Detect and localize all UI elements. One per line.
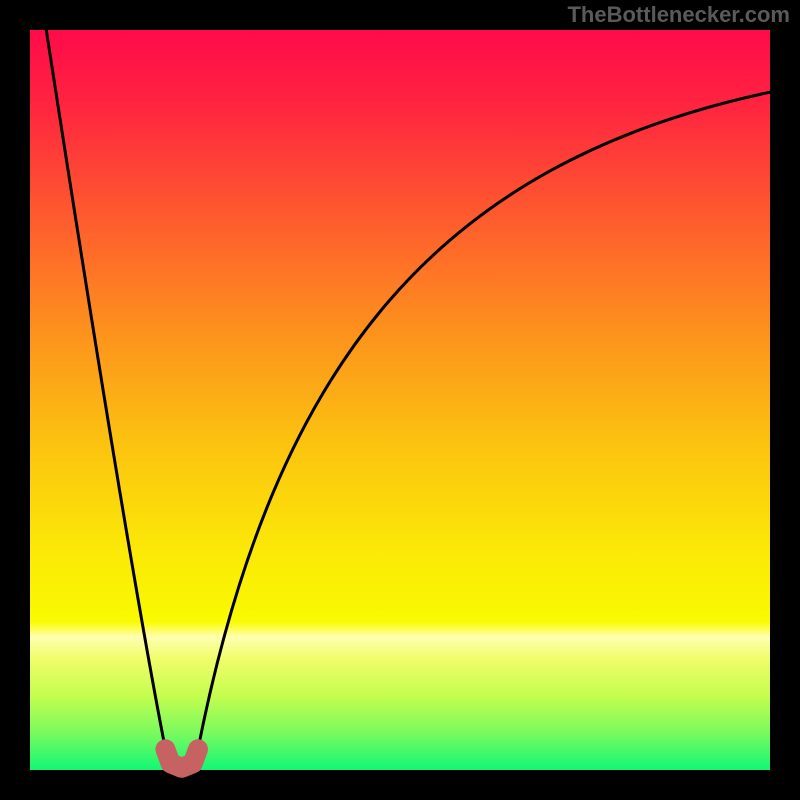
gradient-plot-area xyxy=(30,30,770,770)
bottleneck-chart xyxy=(0,0,800,800)
chart-container: TheBottlenecker.com xyxy=(0,0,800,800)
